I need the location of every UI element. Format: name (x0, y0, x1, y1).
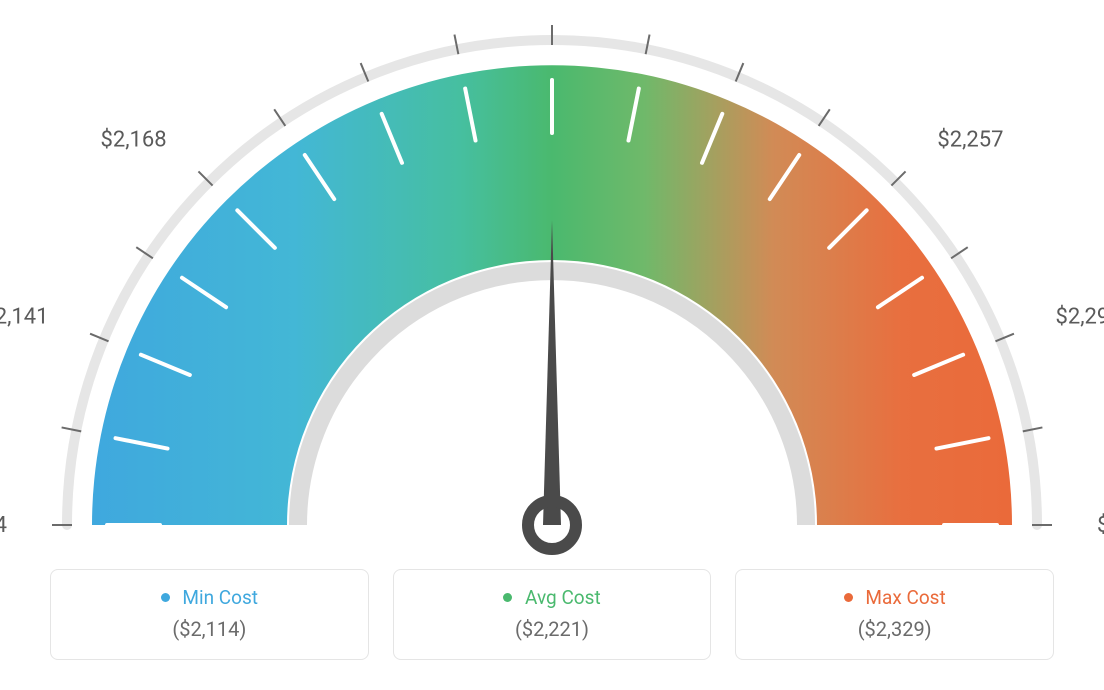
legend-value-avg: ($2,221) (414, 617, 691, 641)
gauge-chart: $2,114$2,141$2,168$2,221$2,257$2,293$2,3… (0, 0, 1104, 560)
svg-text:$2,114: $2,114 (0, 513, 7, 538)
legend-label-min: Min Cost (182, 586, 258, 609)
legend-label-max: Max Cost (865, 586, 945, 609)
legend-title-avg: Avg Cost (414, 586, 691, 609)
legend-title-max: Max Cost (756, 586, 1033, 609)
legend-title-min: Min Cost (71, 586, 348, 609)
legend-row: Min Cost ($2,114) Avg Cost ($2,221) Max … (50, 569, 1054, 660)
legend-value-max: ($2,329) (756, 617, 1033, 641)
legend-label-avg: Avg Cost (525, 586, 601, 609)
legend-dot-max (844, 593, 853, 602)
legend-dot-avg (503, 593, 512, 602)
svg-text:$2,257: $2,257 (937, 128, 1003, 153)
legend-card-avg: Avg Cost ($2,221) (393, 569, 712, 660)
legend-card-min: Min Cost ($2,114) (50, 569, 369, 660)
legend-dot-min (161, 593, 170, 602)
svg-text:$2,329: $2,329 (1097, 513, 1104, 538)
legend-value-min: ($2,114) (71, 617, 348, 641)
svg-text:$2,141: $2,141 (0, 304, 48, 329)
svg-text:$2,293: $2,293 (1056, 304, 1104, 329)
gauge-svg: $2,114$2,141$2,168$2,221$2,257$2,293$2,3… (0, 0, 1104, 560)
svg-text:$2,168: $2,168 (100, 128, 166, 153)
legend-card-max: Max Cost ($2,329) (735, 569, 1054, 660)
